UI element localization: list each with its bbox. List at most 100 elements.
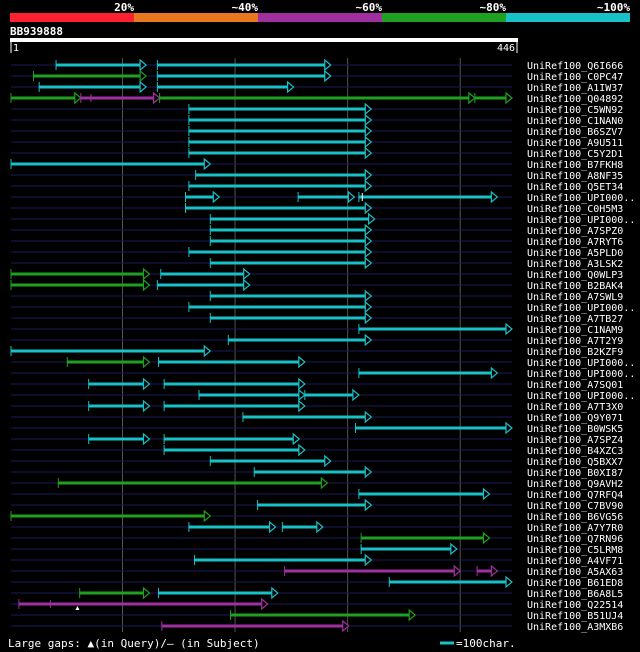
hit-row[interactable]: UniRef100_A3MXB6 [11,619,623,633]
hit-row[interactable]: UniRef100_Q7RFQ4 [11,487,623,501]
hit-label[interactable]: UniRef100_A7RYT6 [527,237,623,248]
hit-row[interactable]: UniRef100_Q5BXX7 [11,454,623,468]
hit-row[interactable]: UniRef100_A8NF35 [11,168,623,182]
hit-label[interactable]: UniRef100_A7TB27 [527,314,623,325]
hit-label[interactable]: UniRef100_B51UJ4 [527,611,623,622]
hit-row[interactable]: UniRef100_A7SQ01 [11,377,623,391]
hit-row[interactable]: UniRef100_B2KZF9 [10,344,623,358]
hit-label[interactable]: UniRef100_B61ED8 [527,578,623,589]
hit-label[interactable]: UniRef100_A1IW37 [527,83,623,94]
hit-label[interactable]: UniRef100_C0H5M3 [527,204,623,215]
hit-row[interactable]: UniRef100_A3LSK2 [11,256,623,270]
hit-row[interactable]: UniRef100_A7SPZ0 [11,223,623,237]
hit-label[interactable]: UniRef100_A8NF35 [527,171,623,182]
hit-label[interactable]: UniRef100_Q9AVH2 [527,479,623,490]
hit-label[interactable]: UniRef100_Q7RN96 [527,534,623,545]
hit-label[interactable]: UniRef100_UPI000.. [527,391,635,402]
hit-label[interactable]: UniRef100_B2KZF9 [527,347,623,358]
hit-row[interactable]: UniRef100_UPI000.. [11,388,635,402]
hit-row[interactable]: UniRef100_B51UJ4 [11,608,623,622]
hit-label[interactable]: UniRef100_C1NAN0 [527,116,623,127]
hit-row[interactable]: UniRef100_B0XI87 [11,465,623,479]
hit-row[interactable]: UniRef100_Q6I666 [11,58,623,72]
hit-row[interactable]: UniRef100_C0H5M3 [11,201,623,215]
hit-label[interactable]: UniRef100_UPI000.. [527,358,635,369]
hit-row[interactable]: UniRef100_Q9AVH2 [11,476,623,490]
hit-label[interactable]: UniRef100_A7SPZ0 [527,226,623,237]
hit-label[interactable]: UniRef100_B6A8L5 [527,589,623,600]
hit-row[interactable]: UniRef100_C5Y2D1 [11,146,623,160]
hit-label[interactable]: UniRef100_C5LRM8 [527,545,623,556]
hit-row[interactable]: UniRef100_UPI000.. [11,212,635,226]
hit-label[interactable]: UniRef100_Q22514 [527,600,623,611]
hit-row[interactable]: UniRef100_B6VG56 [10,509,623,523]
hit-row[interactable]: UniRef100_B6SZV7 [11,124,623,138]
hit-row[interactable]: UniRef100_Q5ET34 [11,179,623,193]
hit-label[interactable]: UniRef100_B6SZV7 [527,127,623,138]
hit-label[interactable]: UniRef100_C5WN92 [527,105,623,116]
hit-row[interactable]: UniRef100_C7BV90 [11,498,623,512]
hit-row[interactable]: UniRef100_A7T2Y9 [11,333,623,347]
hit-row[interactable]: UniRef100_B0WSK5 [11,421,623,435]
hit-row[interactable]: UniRef100_C1NAN0 [11,113,623,127]
hit-label[interactable]: UniRef100_A9U511 [527,138,623,149]
hit-label[interactable]: UniRef100_A7Y7R0 [527,523,623,534]
hit-row[interactable]: UniRef100_A7T3X0 [11,399,623,413]
hit-label[interactable]: UniRef100_A3LSK2 [527,259,623,270]
hit-label[interactable]: UniRef100_C5Y2D1 [527,149,623,160]
hit-label[interactable]: UniRef100_A7SQ01 [527,380,623,391]
hit-label[interactable]: UniRef100_Q9Y071 [527,413,623,424]
hit-label[interactable]: UniRef100_C1NAM9 [527,325,623,336]
hit-row[interactable]: UniRef100_A1IW37 [11,80,623,94]
hit-row[interactable]: UniRef100_A7RYT6 [11,234,623,248]
hit-row[interactable]: UniRef100_C1NAM9 [11,322,623,336]
hit-row[interactable]: UniRef100_A9U511 [11,135,623,149]
hit-row[interactable]: UniRef100_B4XZC3 [11,443,623,457]
hit-row[interactable]: UniRef100_UPI000.. [11,366,635,380]
hit-label[interactable]: UniRef100_B7FKH8 [527,160,623,171]
hit-row[interactable]: UniRef100_A7Y7R0 [11,520,623,534]
hit-label[interactable]: UniRef100_UPI000.. [527,303,635,314]
hit-label[interactable]: UniRef100_A7T2Y9 [527,336,623,347]
hit-row[interactable]: UniRef100_B2BAK4 [10,278,623,292]
hit-row[interactable]: UniRef100_Q0WLP3 [10,267,623,281]
hit-row[interactable]: UniRef100_C5LRM8 [11,542,623,556]
hit-label[interactable]: UniRef100_Q6I666 [527,61,623,72]
hit-label[interactable]: UniRef100_B0XI87 [527,468,623,479]
hit-label[interactable]: UniRef100_A3MXB6 [527,622,623,633]
hit-row[interactable]: UniRef100_A4VF71 [11,553,623,567]
hit-label[interactable]: UniRef100_C7BV90 [527,501,623,512]
hit-row[interactable]: UniRef100_A7TB27 [11,311,623,325]
hit-label[interactable]: UniRef100_UPI000.. [527,369,635,380]
hit-label[interactable]: UniRef100_A7SPZ4 [527,435,623,446]
hit-label[interactable]: UniRef100_A5AX63 [527,567,623,578]
query-id[interactable]: BB939888 [10,25,63,38]
hit-label[interactable]: UniRef100_A7SWL9 [527,292,623,303]
hit-row[interactable]: UniRef100_A7SPZ4 [11,432,623,446]
hit-row[interactable]: UniRef100_Q7RN96 [11,531,623,545]
hit-row[interactable]: UniRef100_A7SWL9 [11,289,623,303]
hit-label[interactable]: UniRef100_UPI000.. [527,215,635,226]
hit-label[interactable]: UniRef100_Q0WLP3 [527,270,623,281]
hit-row[interactable]: UniRef100_B6A8L5 [11,586,623,600]
hit-row[interactable]: UniRef100_UPI000.. [11,355,635,369]
hit-label[interactable]: UniRef100_B6VG56 [527,512,623,523]
hit-label[interactable]: UniRef100_Q5ET34 [527,182,623,193]
hit-label[interactable]: UniRef100_Q7RFQ4 [527,490,623,501]
hit-label[interactable]: UniRef100_C0PC47 [527,72,623,83]
hit-label[interactable]: UniRef100_A7T3X0 [527,402,623,413]
hit-label[interactable]: UniRef100_B0WSK5 [527,424,623,435]
hit-row[interactable]: UniRef100_UPI000.. [11,190,635,204]
hit-label[interactable]: UniRef100_A4VF71 [527,556,623,567]
hit-row[interactable]: UniRef100_A5PLD0 [11,245,623,259]
hit-label[interactable]: UniRef100_Q04892 [527,94,623,105]
hit-label[interactable]: UniRef100_UPI000.. [527,193,635,204]
hit-row[interactable]: UniRef100_B61ED8 [11,575,623,589]
hit-row[interactable]: UniRef100_B7FKH8 [10,157,623,171]
hit-row[interactable]: UniRef100_Q04892 [10,91,623,105]
hit-label[interactable]: UniRef100_B4XZC3 [527,446,623,457]
hit-row[interactable]: UniRef100_Q9Y071 [11,410,623,424]
hit-row[interactable]: UniRef100_C0PC47 [11,69,623,83]
hit-label[interactable]: UniRef100_A5PLD0 [527,248,623,259]
hit-row[interactable]: UniRef100_UPI000.. [11,300,635,314]
